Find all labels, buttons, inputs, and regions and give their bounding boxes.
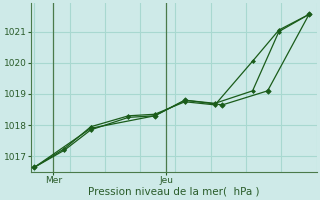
X-axis label: Pression niveau de la mer(  hPa ): Pression niveau de la mer( hPa )	[88, 187, 259, 197]
